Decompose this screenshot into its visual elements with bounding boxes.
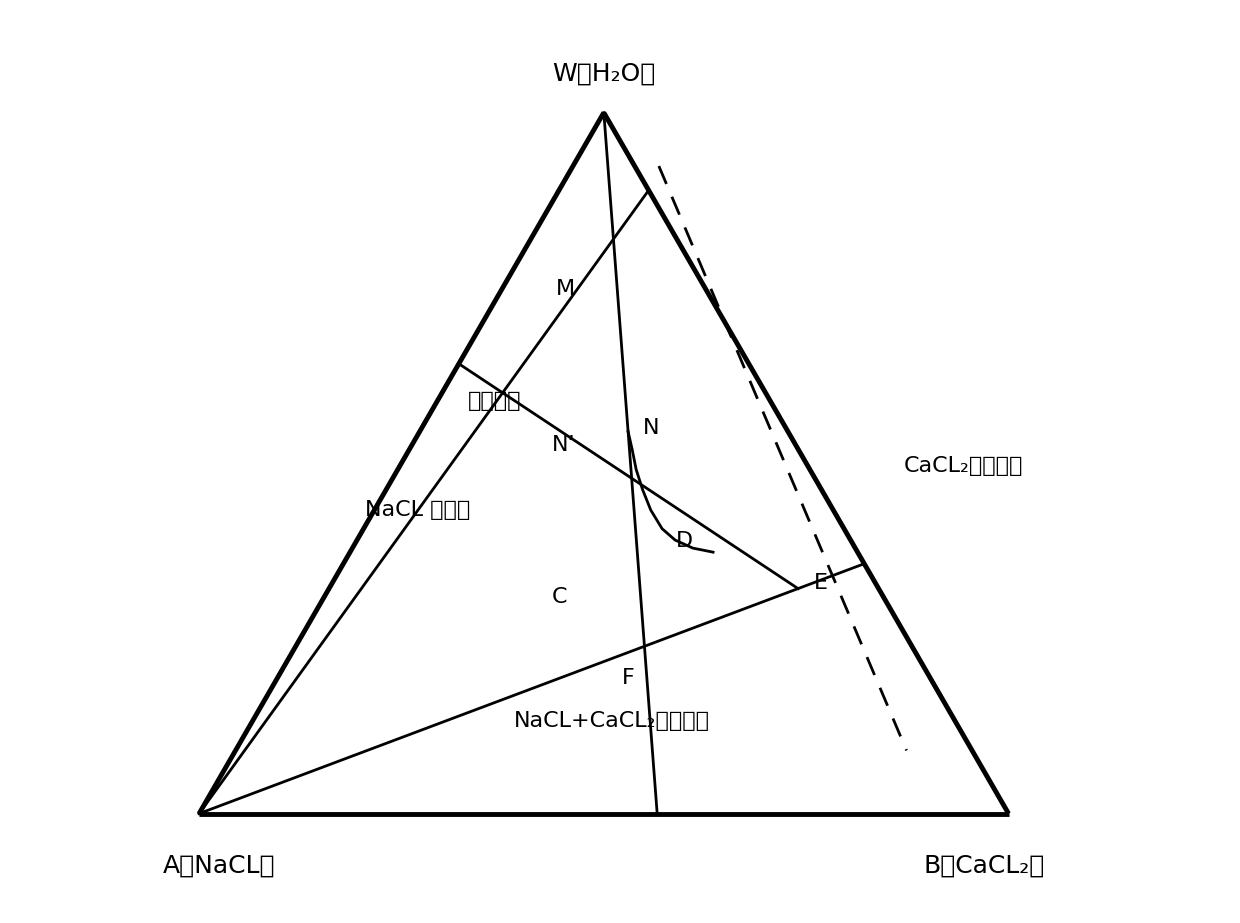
- Text: F: F: [621, 668, 635, 688]
- Text: D: D: [676, 531, 693, 551]
- Text: NaCL 结晶区: NaCL 结晶区: [365, 500, 470, 520]
- Text: W（H₂O）: W（H₂O）: [552, 61, 656, 85]
- Text: 不包和区: 不包和区: [467, 390, 521, 411]
- Text: N: N: [642, 417, 660, 438]
- Text: M: M: [557, 279, 575, 299]
- Text: A（NaCL）: A（NaCL）: [162, 854, 275, 878]
- Text: NaCL+CaCL₂水合物区: NaCL+CaCL₂水合物区: [513, 711, 711, 730]
- Text: CaCL₂水合物区: CaCL₂水合物区: [903, 456, 1023, 475]
- Text: N’: N’: [552, 436, 575, 455]
- Text: C: C: [552, 587, 568, 606]
- Text: B（CaCL₂）: B（CaCL₂）: [924, 854, 1045, 878]
- Text: E: E: [815, 573, 828, 593]
